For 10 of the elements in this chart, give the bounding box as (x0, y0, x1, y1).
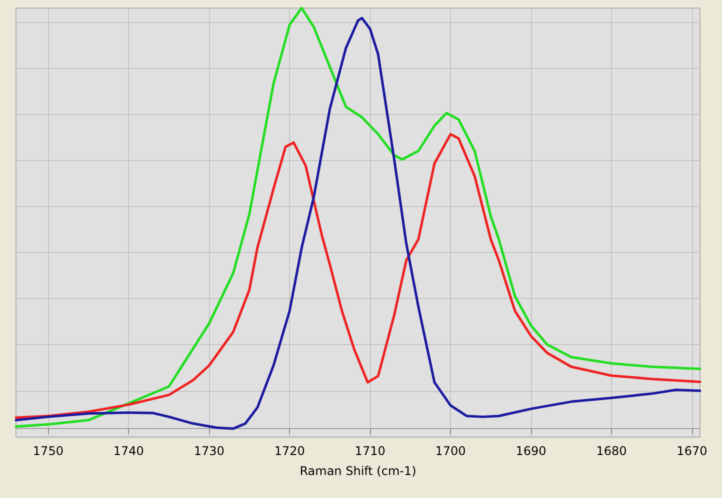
x-tick-label: 1720 (274, 444, 305, 458)
x-tick-label: 1680 (596, 444, 627, 458)
x-tick-label: 1710 (354, 444, 386, 458)
x-axis-title: Raman Shift (cm-1) (300, 464, 416, 478)
x-tick-label: 1740 (113, 444, 144, 458)
x-tick-label: 1730 (194, 444, 224, 458)
x-tick-label: 1690 (516, 444, 546, 458)
x-tick-label: 1750 (32, 444, 64, 458)
x-tick-label: 1670 (676, 444, 708, 458)
x-tick-label: 1700 (435, 444, 466, 458)
